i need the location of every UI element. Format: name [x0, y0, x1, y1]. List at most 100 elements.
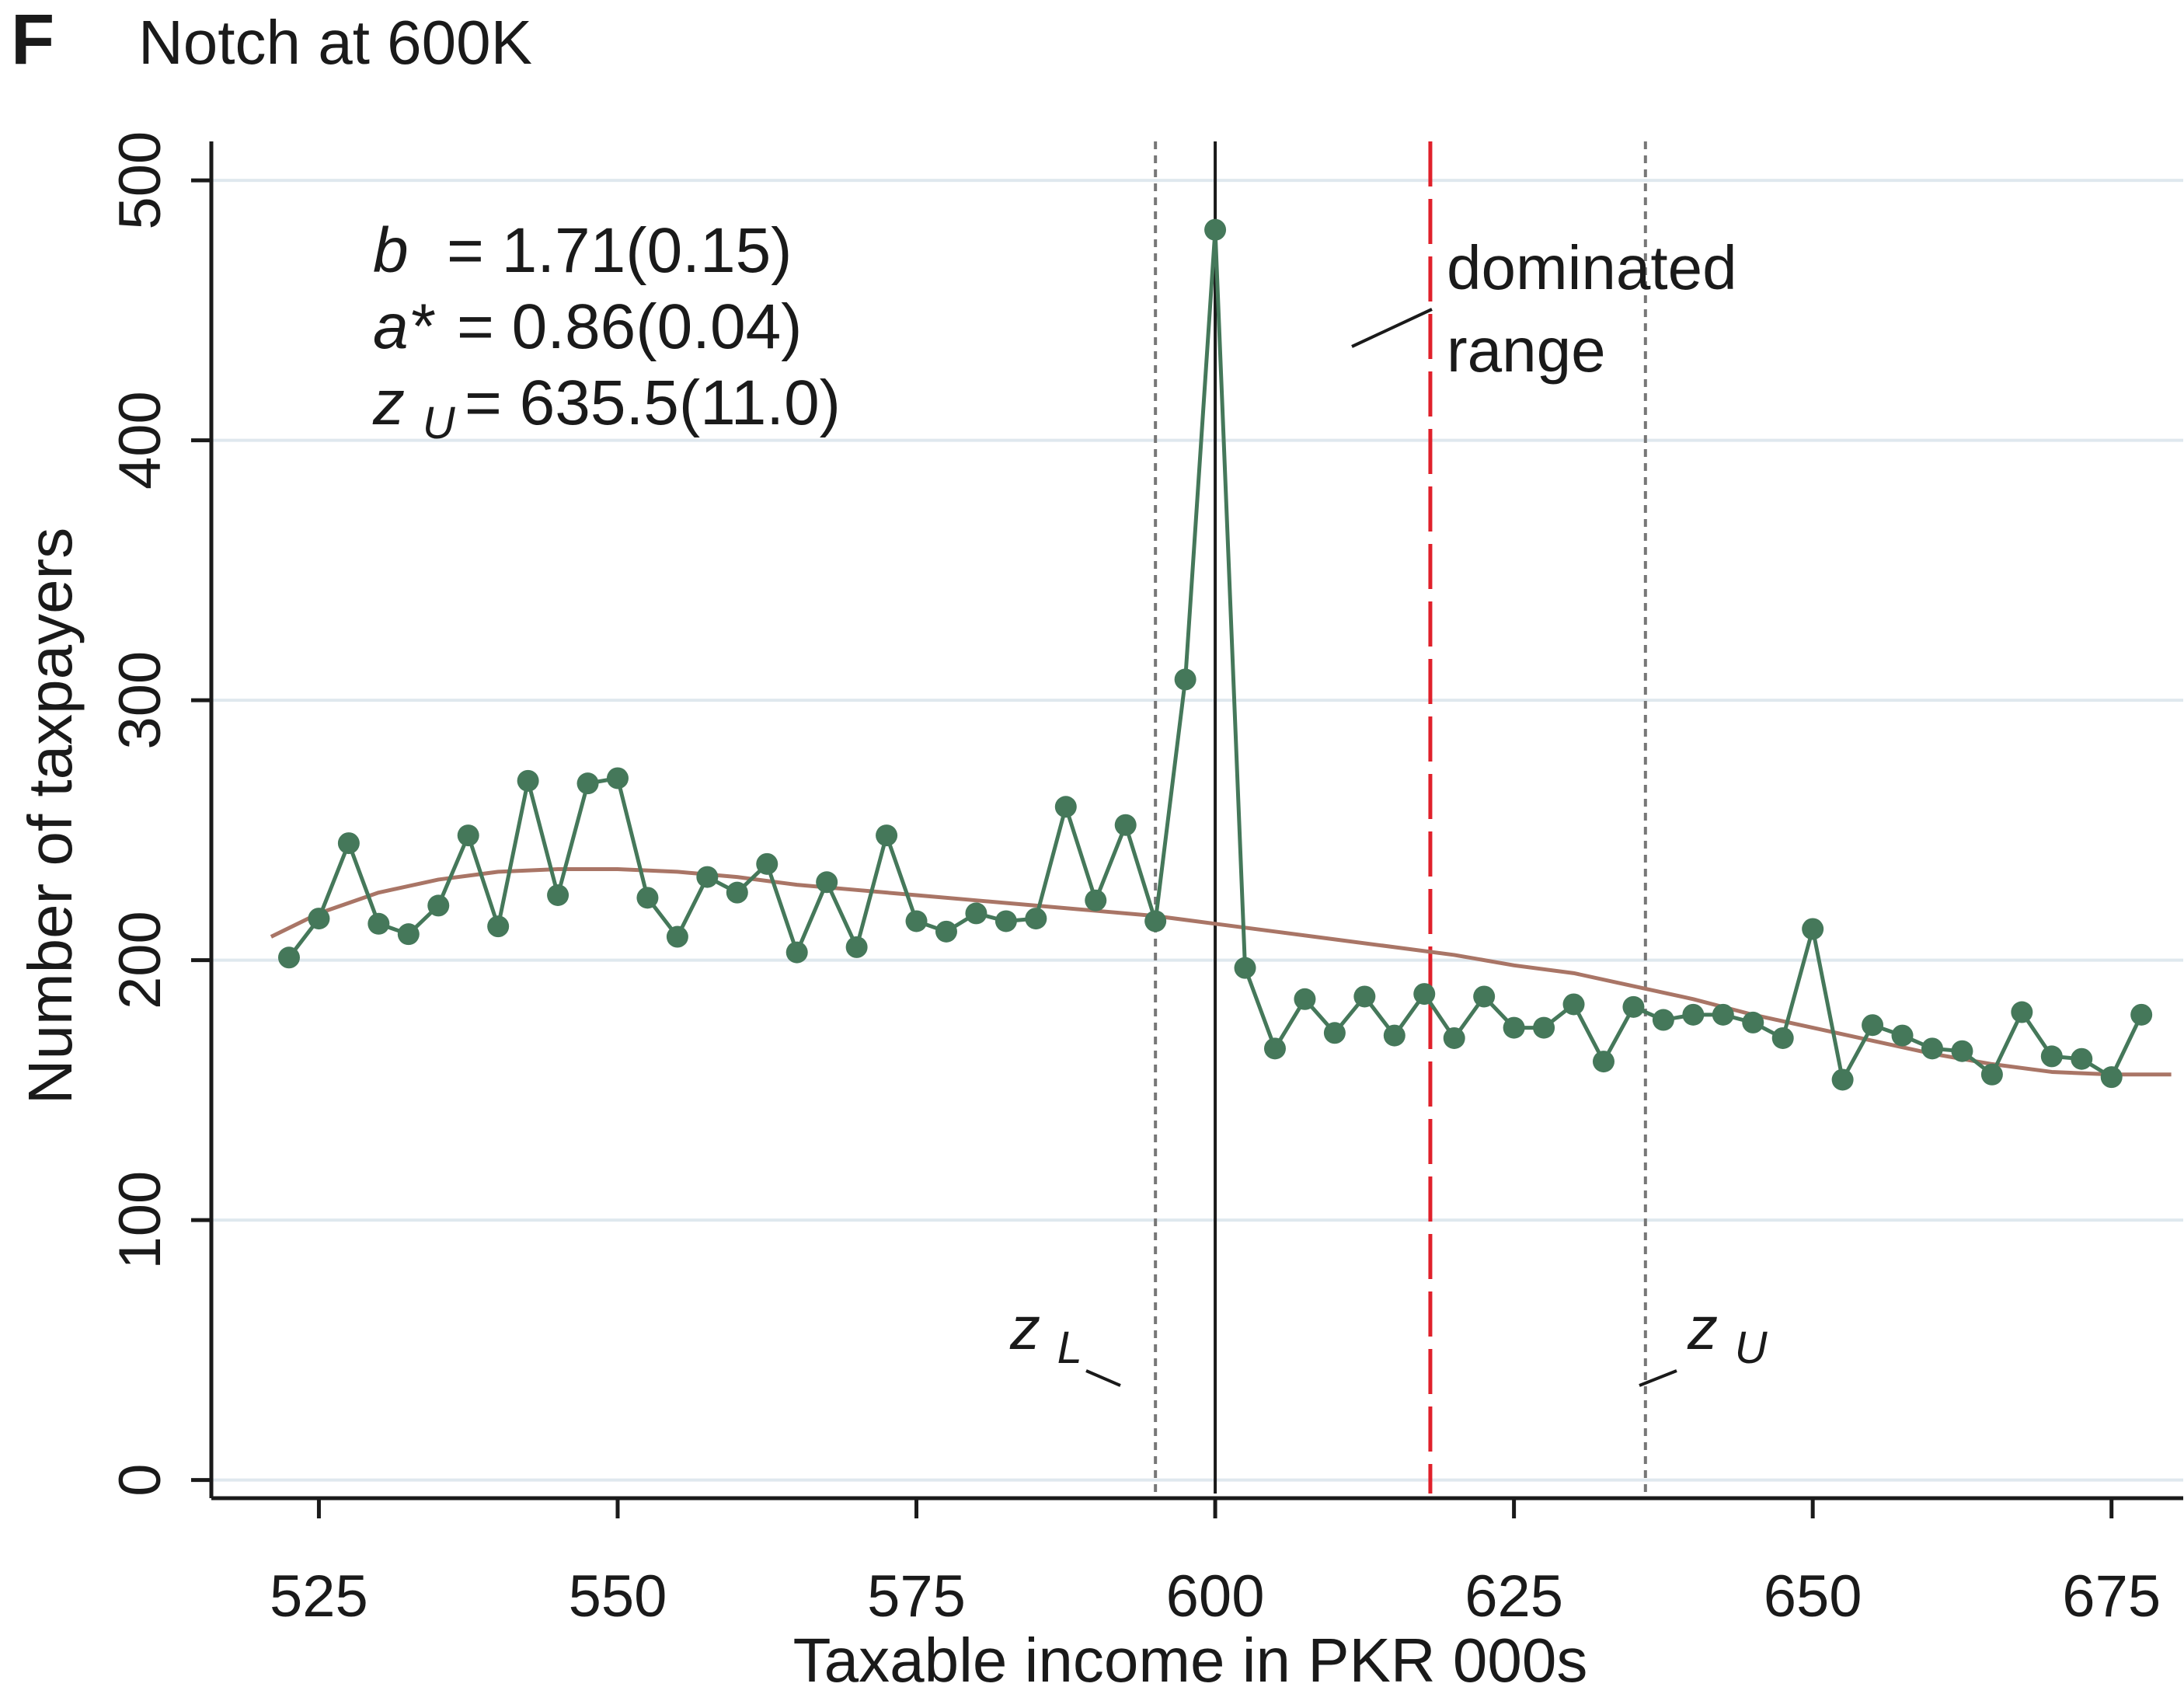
data-point: [845, 936, 868, 958]
data-point: [756, 852, 779, 875]
data-point: [576, 772, 599, 795]
zu-label: z U: [1687, 1294, 1768, 1373]
y-ticks: 0 100 200 300 400 500: [107, 131, 211, 1497]
data-point: [994, 910, 1017, 932]
stat-zu: z U = 635.5(11.0): [372, 368, 841, 452]
zu-pointer: [1639, 1369, 1677, 1387]
x-tick-label-1: 550: [569, 1563, 667, 1630]
y-tick-label-2: 200: [107, 911, 173, 1009]
range-label: range: [1447, 315, 1606, 385]
data-point: [427, 894, 450, 917]
y-tick-label-4: 400: [107, 391, 173, 490]
data-point: [1054, 796, 1077, 818]
data-point: [1025, 908, 1047, 930]
x-ticks: 525 550 575 600 625 650 675: [270, 1498, 2161, 1630]
x-tick-label-0: 525: [270, 1563, 368, 1630]
data-point: [1592, 1051, 1614, 1073]
data-point: [1204, 218, 1227, 241]
data-point: [1323, 1022, 1346, 1044]
data-point: [1951, 1040, 1973, 1062]
y-tick-label-5: 500: [107, 131, 173, 230]
data-point: [785, 941, 808, 964]
data-point: [1562, 993, 1585, 1016]
stat-zu-symbol: z: [372, 368, 405, 438]
dominated-label: dominated: [1447, 233, 1737, 302]
data-point: [487, 915, 510, 938]
stat-b-value: = 1.71(0.15): [447, 215, 792, 286]
zl-label: z L: [1009, 1294, 1082, 1373]
data-point: [2100, 1066, 2123, 1089]
data-point: [1712, 1003, 1734, 1026]
data-point: [1263, 1037, 1286, 1060]
data-point: [1533, 1016, 1555, 1039]
data-point: [1294, 988, 1316, 1010]
x-tick-label-4: 625: [1465, 1563, 1563, 1630]
data-point: [1144, 910, 1167, 932]
zl-subscript: L: [1057, 1323, 1082, 1373]
y-axis-title: Number of taxpayers: [16, 528, 85, 1105]
stat-a-star: a* = 0.86(0.04): [373, 291, 802, 362]
dominated-pointer: [1351, 308, 1433, 348]
zl-annotation: z L: [1009, 1294, 1121, 1387]
data-point: [1802, 918, 1824, 940]
dominated-range-annotation: dominated range: [1351, 233, 1737, 385]
data-point: [517, 769, 539, 792]
data-point: [277, 946, 300, 969]
data-point: [457, 824, 479, 847]
data-point: [367, 912, 390, 935]
zl-symbol: z: [1009, 1294, 1040, 1362]
counterfactual-series: [270, 867, 2172, 1077]
y-tick-label-1: 100: [107, 1171, 173, 1270]
estimates-block: b = 1.71(0.15) a* = 0.86(0.04) z U = 635…: [372, 215, 841, 452]
data-point: [1980, 1063, 2003, 1086]
y-tick-label-0: 0: [107, 1463, 173, 1496]
data-point: [1413, 983, 1436, 1006]
data-point: [1443, 1027, 1465, 1049]
data-point: [2040, 1045, 2063, 1068]
data-point: [308, 908, 330, 930]
stat-b-symbol: b: [373, 215, 409, 286]
data-point: [696, 866, 719, 888]
data-point: [1682, 1003, 1705, 1026]
fitted-line: [270, 867, 2172, 1077]
data-point: [876, 824, 898, 847]
stat-a-star-value: = 0.86(0.04): [457, 291, 802, 362]
reference-lines: [1154, 141, 1647, 1494]
y-tick-label-3: 300: [107, 651, 173, 750]
data-point: [606, 767, 629, 789]
x-tick-label-2: 575: [867, 1563, 966, 1630]
data-point: [1831, 1068, 1854, 1091]
axes: [209, 141, 2183, 1501]
data-point: [1652, 1009, 1674, 1031]
stat-zu-subscript: U: [423, 398, 456, 448]
zl-pointer: [1085, 1369, 1121, 1387]
data-point: [397, 923, 420, 946]
data-point: [935, 920, 957, 943]
data-point: [1503, 1016, 1525, 1039]
data-point: [1771, 1027, 1794, 1049]
data-point: [905, 910, 928, 932]
data-point: [636, 887, 659, 909]
gridlines: [211, 179, 2183, 1482]
panel-letter: F: [11, 0, 54, 79]
x-tick-label-3: 600: [1166, 1563, 1265, 1630]
data-point: [1473, 985, 1496, 1008]
data-point: [816, 871, 838, 894]
data-point: [337, 832, 360, 855]
stat-b: b = 1.71(0.15): [373, 215, 792, 286]
data-point: [965, 902, 988, 925]
zu-symbol: z: [1687, 1294, 1718, 1362]
data-point: [1383, 1024, 1405, 1047]
stat-a-star-symbol: a*: [373, 291, 436, 362]
x-tick-label-5: 650: [1764, 1563, 1862, 1630]
data-point: [2130, 1003, 2153, 1026]
data-point: [726, 881, 748, 904]
data-point: [1742, 1011, 1764, 1033]
data-point: [1234, 957, 1256, 979]
data-point: [547, 884, 570, 906]
observed-series: [277, 218, 2153, 1091]
stat-zu-value: = 635.5(11.0): [465, 368, 841, 438]
data-point: [1622, 995, 1645, 1018]
data-point: [2071, 1047, 2093, 1070]
